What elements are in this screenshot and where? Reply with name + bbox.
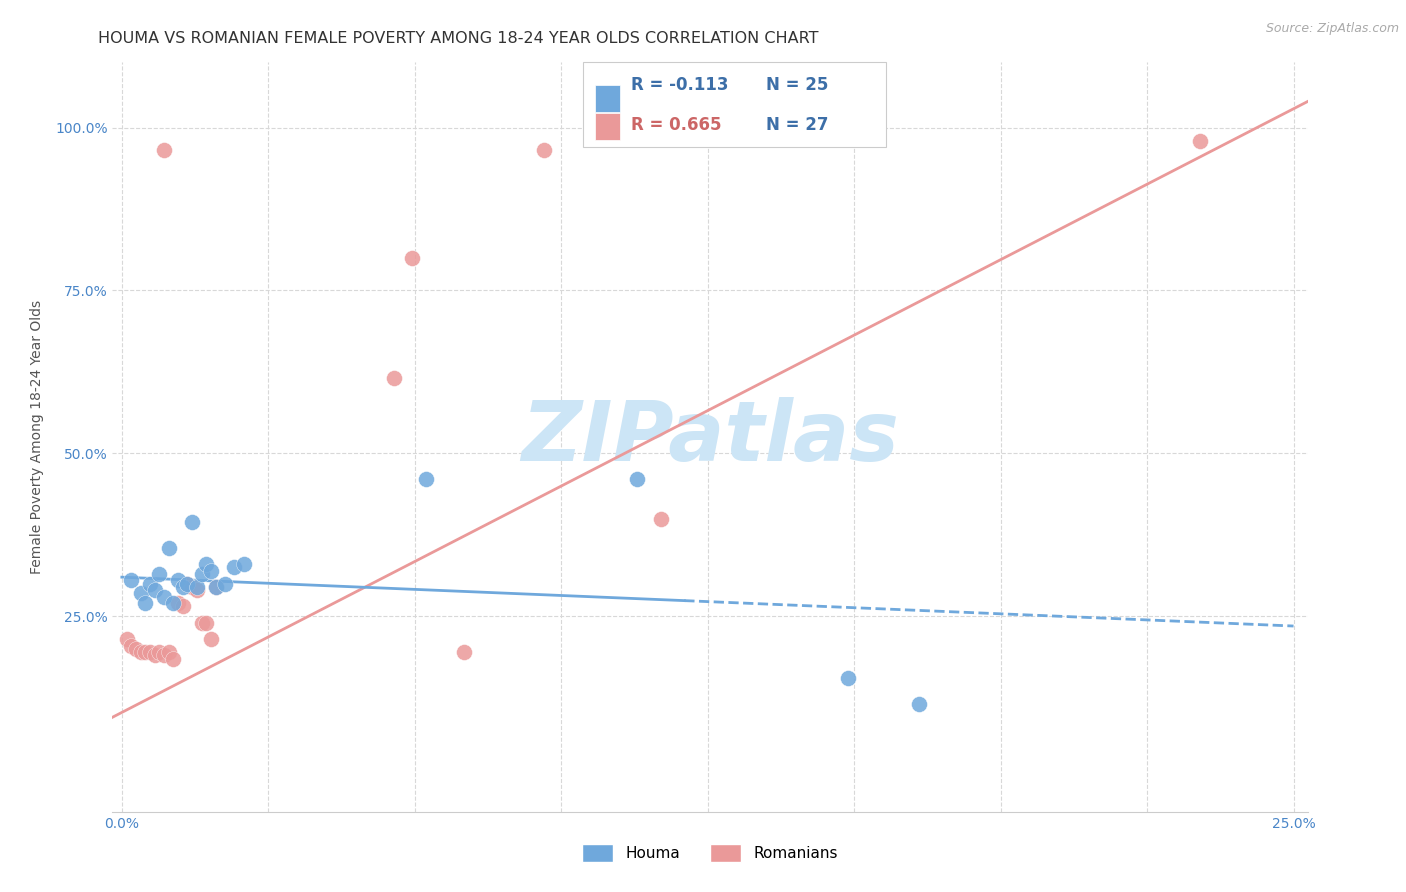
Point: [143, 648, 166, 663]
Point: [139, 645, 162, 659]
Point: [907, 697, 929, 711]
Point: [181, 515, 204, 529]
Point: [181, 580, 204, 594]
Point: [153, 648, 176, 663]
Point: [224, 560, 246, 574]
Point: [134, 645, 156, 659]
Point: [125, 641, 148, 656]
Legend: Houma, Romanians: Houma, Romanians: [576, 838, 844, 868]
Point: [176, 576, 198, 591]
Point: [204, 580, 226, 594]
Point: [162, 651, 184, 665]
Y-axis label: Female Poverty Among 18-24 Year Olds: Female Poverty Among 18-24 Year Olds: [30, 300, 44, 574]
Point: [1188, 134, 1211, 148]
Text: R = 0.665: R = 0.665: [631, 116, 721, 134]
Point: [157, 645, 180, 659]
Point: [232, 557, 254, 571]
Point: [167, 574, 190, 588]
Point: [382, 371, 405, 385]
Point: [401, 251, 423, 265]
Text: N = 27: N = 27: [766, 116, 828, 134]
Point: [176, 576, 198, 591]
Point: [162, 596, 184, 610]
Point: [139, 576, 162, 591]
Text: Source: ZipAtlas.com: Source: ZipAtlas.com: [1265, 22, 1399, 36]
Point: [195, 557, 218, 571]
Text: N = 25: N = 25: [766, 76, 828, 94]
Point: [153, 144, 176, 158]
Point: [157, 541, 180, 555]
Text: HOUMA VS ROMANIAN FEMALE POVERTY AMONG 18-24 YEAR OLDS CORRELATION CHART: HOUMA VS ROMANIAN FEMALE POVERTY AMONG 1…: [98, 31, 818, 46]
Point: [533, 144, 555, 158]
Point: [200, 564, 222, 578]
Text: ZIPatlas: ZIPatlas: [522, 397, 898, 477]
Point: [120, 639, 142, 653]
Point: [134, 596, 156, 610]
Point: [186, 580, 208, 594]
Point: [172, 599, 194, 614]
Point: [626, 472, 648, 486]
Point: [190, 566, 212, 581]
Point: [148, 645, 170, 659]
Point: [190, 615, 212, 630]
Point: [129, 645, 152, 659]
Point: [172, 580, 194, 594]
Point: [837, 671, 859, 685]
Point: [120, 574, 142, 588]
Point: [214, 576, 236, 591]
Point: [167, 596, 190, 610]
Point: [186, 583, 208, 598]
Point: [415, 472, 437, 486]
Point: [153, 590, 176, 604]
Point: [143, 583, 166, 598]
Text: R = -0.113: R = -0.113: [631, 76, 728, 94]
Point: [148, 566, 170, 581]
Point: [453, 645, 475, 659]
Point: [200, 632, 222, 646]
Point: [204, 580, 226, 594]
Point: [115, 632, 138, 646]
Point: [195, 615, 218, 630]
Point: [650, 511, 672, 525]
Point: [129, 586, 152, 600]
